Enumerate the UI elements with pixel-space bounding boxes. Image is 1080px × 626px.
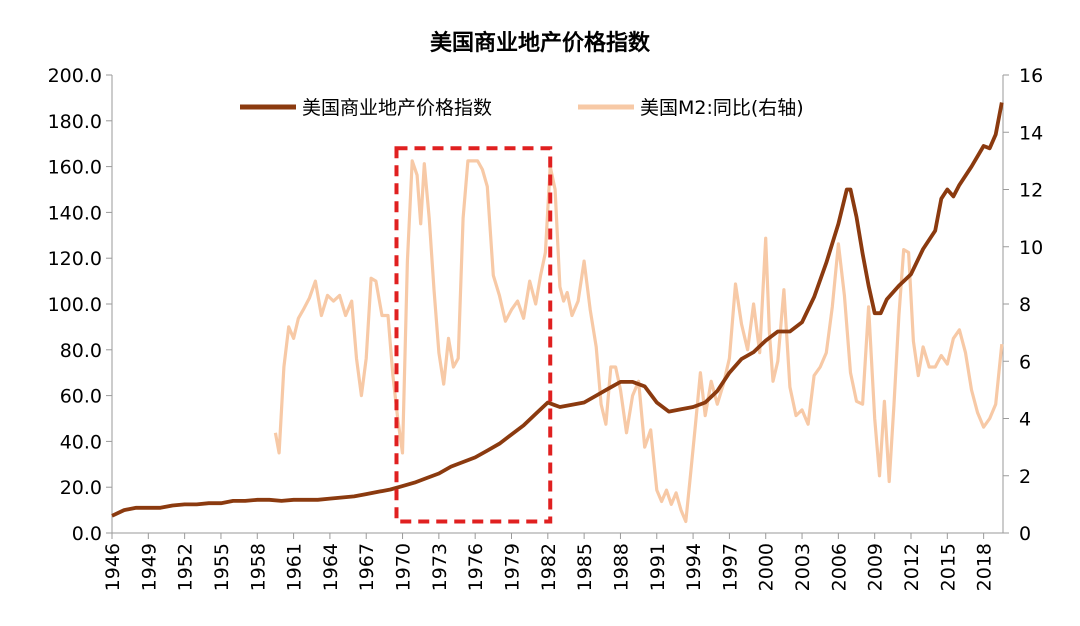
x-tick-label: 1988 [610, 543, 632, 591]
y-left-tick-label: 20.0 [60, 477, 102, 499]
y-right-tick-label: 4 [1019, 409, 1031, 431]
x-tick-label: 1985 [574, 543, 596, 591]
y-left-tick-label: 120.0 [48, 248, 102, 270]
x-tick-label: 2006 [828, 543, 850, 591]
y-left-tick-label: 180.0 [48, 111, 102, 133]
y-left-tick-label: 80.0 [60, 340, 102, 362]
x-tick-label: 1961 [284, 543, 306, 591]
x-tick-label: 1955 [211, 543, 233, 591]
x-tick-label: 1979 [501, 543, 523, 591]
x-tick-label: 1949 [138, 543, 160, 591]
highlight-box [394, 146, 553, 524]
x-tick-label: 1967 [356, 543, 378, 591]
x-tick-label: 1946 [102, 543, 124, 591]
x-tick-label: 1973 [429, 543, 451, 591]
x-tick-label: 2009 [865, 543, 887, 591]
x-tick-label: 1964 [320, 543, 342, 591]
overlay [394, 146, 553, 524]
y-left-tick-label: 60.0 [60, 386, 102, 408]
x-tick-label: 1970 [393, 543, 415, 591]
y-left-tick-label: 200.0 [48, 65, 102, 87]
x-tick-label: 1958 [247, 543, 269, 591]
x-tick-label: 1997 [719, 543, 741, 591]
y-right-tick-label: 8 [1019, 294, 1031, 316]
y-right-tick-label: 6 [1019, 351, 1031, 373]
axes: 0.0 20.0 40.0 60.0 80.0 100.0 120.0 140.0 160.0 1… [48, 65, 1044, 591]
y-right-tick-label: 14 [1019, 122, 1043, 144]
legend-label-series-1: 美国M2:同比(右轴) [640, 97, 804, 119]
legend: 美国商业地产价格指数 美国M2:同比(右轴) [240, 97, 804, 119]
x-tick-label: 2015 [937, 543, 959, 591]
y-right-tick-label: 2 [1019, 466, 1031, 488]
x-tick-label: 1982 [538, 543, 560, 591]
x-tick-label: 1976 [465, 543, 487, 591]
y-left-tick-label: 140.0 [48, 202, 102, 224]
y-right-tick-label: 16 [1019, 65, 1043, 87]
y-left-tick-label: 40.0 [60, 431, 102, 453]
x-tick-label: 2000 [756, 543, 778, 591]
x-tick-label: 2018 [974, 543, 996, 591]
y-right-tick-label: 12 [1019, 180, 1043, 202]
x-tick-label: 1952 [175, 543, 197, 591]
y-left-tick-label: 0.0 [72, 523, 102, 545]
legend-label-series-0: 美国商业地产价格指数 [302, 97, 492, 119]
x-tick-label: 2012 [901, 543, 923, 591]
x-tick-label: 1994 [683, 543, 705, 591]
series-line-commercial-property-index [111, 102, 1004, 518]
x-tick-label: 1991 [647, 543, 669, 591]
chart-title: 美国商业地产价格指数 [430, 30, 651, 56]
y-left-tick-label: 160.0 [48, 157, 102, 179]
y-right-tick-label: 10 [1019, 237, 1043, 259]
y-right-tick-label: 0 [1019, 523, 1031, 545]
x-tick-label: 2003 [792, 543, 814, 591]
plot-area [111, 102, 1004, 524]
y-left-tick-label: 100.0 [48, 294, 102, 316]
series-line-m2-yoy [273, 159, 1004, 524]
